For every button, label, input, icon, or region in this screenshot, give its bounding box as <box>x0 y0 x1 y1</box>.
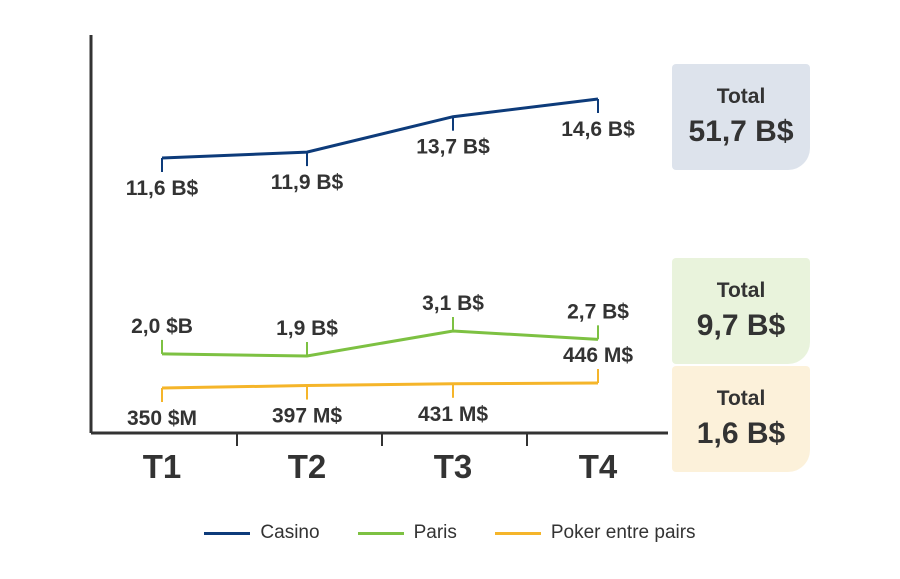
x-tick-label: T1 <box>143 448 182 485</box>
data-label: 2,0 $B <box>131 315 193 338</box>
legend: Casino Paris Poker entre pairs <box>0 522 900 544</box>
data-label: 446 M$ <box>563 344 633 367</box>
x-axis-ticks: T1 T2 T3 T4 <box>143 433 618 485</box>
series-line-paris <box>161 329 599 358</box>
total-box: Total 51,7 B$ <box>672 64 810 170</box>
legend-label: Poker entre pairs <box>550 522 696 543</box>
data-label: 13,7 B$ <box>416 136 490 159</box>
data-label: 11,6 B$ <box>126 177 199 200</box>
total-value: 9,7 B$ <box>696 309 786 342</box>
total-title: Total <box>716 85 766 108</box>
legend-item: Paris <box>357 522 457 544</box>
legend-label: Paris <box>413 522 457 543</box>
data-label: 14,6 B$ <box>561 118 635 141</box>
series-group: 11,6 B$ 11,9 B$ 13,7 B$ 14,6 B$ 2,0 $B 1,9 B$… <box>126 97 635 430</box>
data-label: 350 $M <box>127 407 197 430</box>
data-label: 397 M$ <box>272 405 342 428</box>
data-label: 3,1 B$ <box>422 292 484 315</box>
series-line-casino <box>161 97 599 160</box>
data-label: 11,9 B$ <box>271 171 344 194</box>
total-box: Total 1,6 B$ <box>672 366 810 472</box>
legend-label: Casino <box>260 522 320 543</box>
legend-item: Poker entre pairs <box>494 522 696 544</box>
data-label: 431 M$ <box>418 403 488 426</box>
total-title: Total <box>716 279 766 302</box>
total-title: Total <box>716 387 766 410</box>
data-label: 2,7 B$ <box>567 300 629 323</box>
data-label: 1,9 B$ <box>276 317 338 340</box>
total-value: 51,7 B$ <box>688 115 794 148</box>
x-tick-label: T4 <box>579 448 618 485</box>
series-line-poker-entre-pairs <box>161 381 599 390</box>
x-tick-label: T2 <box>288 448 327 485</box>
legend-swatch <box>357 531 404 535</box>
legend-swatch <box>494 531 541 535</box>
legend-item: Casino <box>204 522 320 544</box>
total-box: Total 9,7 B$ <box>672 258 810 364</box>
x-tick-label: T3 <box>434 448 473 485</box>
total-value: 1,6 B$ <box>696 417 786 450</box>
legend-swatch <box>204 531 251 535</box>
